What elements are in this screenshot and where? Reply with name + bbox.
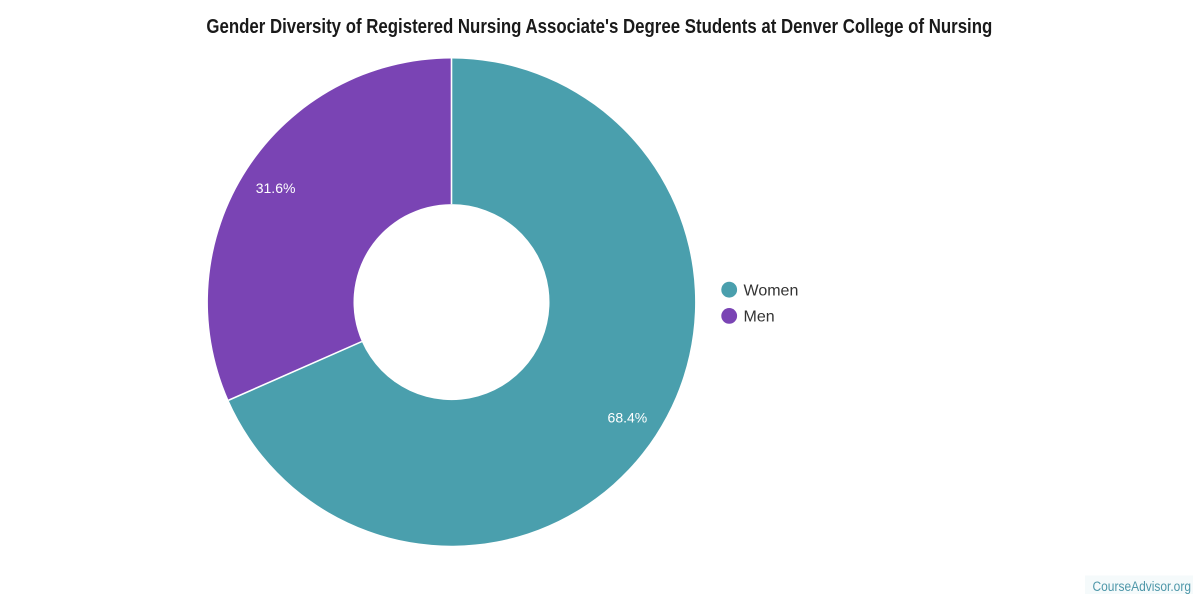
svg-text:68.4%: 68.4%	[608, 409, 648, 425]
svg-text:CourseAdvisor.org: CourseAdvisor.org	[1093, 579, 1192, 594]
svg-text:Men: Men	[744, 309, 775, 326]
svg-text:Gender Diversity of Registered: Gender Diversity of Registered Nursing A…	[206, 16, 992, 38]
svg-text:Women: Women	[744, 282, 799, 299]
svg-text:31.6%: 31.6%	[256, 180, 296, 196]
